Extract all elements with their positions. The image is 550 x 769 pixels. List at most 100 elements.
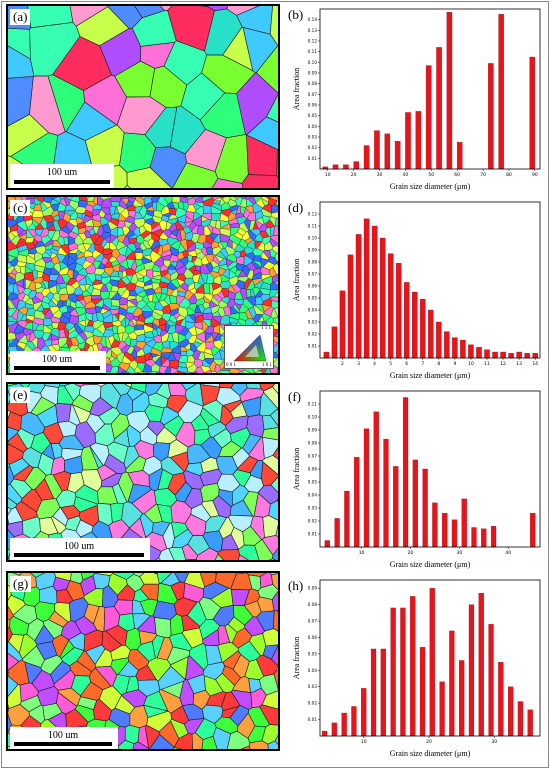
grain [276,204,278,208]
grain [126,371,130,373]
bar [343,164,349,170]
y-tick-label: 0.09 [308,248,318,253]
bar [444,331,450,359]
bar [516,351,522,359]
x-tick-label: 90 [532,172,538,178]
y-tick-label: 0.02 [308,519,318,524]
grain [197,225,205,236]
y-tick-label: 0.05 [308,296,318,301]
grain [142,371,147,373]
bar [410,596,416,737]
grains [8,6,278,188]
bar [481,528,487,548]
grain [154,617,172,638]
x-axis-label: Grain size diameter (μm) [390,371,471,380]
y-tick-label: 0.08 [308,602,318,607]
bar [387,253,394,359]
bar [332,164,339,170]
bar [419,647,426,737]
bar [478,592,484,737]
bar [405,112,411,170]
grain [273,307,278,318]
grain [240,745,251,749]
grain [63,236,69,245]
grain [202,204,212,214]
bar [353,161,359,170]
bar [384,133,391,170]
bar [432,502,438,548]
bar [517,701,524,737]
bar [461,498,467,548]
y-tick-label: 0.11 [308,49,318,54]
grain [172,162,219,188]
bar [371,225,378,359]
y-tick-label: 0.07 [308,272,318,277]
bar [420,299,426,359]
y-tick-label: 0.11 [308,402,318,407]
bar [355,234,362,359]
grain [136,641,156,662]
grain [268,500,278,521]
y-tick-label: 0.03 [308,684,318,689]
y-tick-label: 0.06 [308,284,318,289]
bar [363,218,370,359]
grain [169,295,178,304]
scale-bar-c: 100 um [10,351,106,373]
y-tick-label: 0.06 [308,103,318,108]
grain [119,297,129,306]
panel-label-g: (g) [10,576,32,592]
grains [8,573,278,749]
x-tick-label: 12 [500,361,506,367]
scale-bar-e: 100 um [10,538,150,560]
x-tick-label: 50 [428,172,434,178]
scale-text-g: 100 um [47,730,79,741]
bar [344,490,350,548]
x-tick-label: 5 [389,361,392,367]
bar [425,65,432,170]
bar [379,237,386,359]
plot-frame [319,201,541,359]
grain [235,279,246,290]
grain [230,384,248,397]
y-tick-label: 0.13 [308,28,318,33]
ebsd-map-c: (c) 100 um 1 1 1 0 0 1 1 0 1 [6,195,280,375]
grain [173,747,182,749]
histogram-h-svg: (h) Area fraction Grain size diameter (μm)… [288,578,541,758]
bar [436,321,442,359]
grain [219,370,231,373]
grain [126,167,173,188]
y-tick-label: 0.02 [308,145,318,150]
grain [75,249,82,257]
y-tick-label: 0.07 [308,619,318,624]
grain [262,455,278,476]
panel-label: (f) [288,389,301,404]
grain [273,316,278,325]
y-tick-label: 0.10 [308,60,318,65]
bar [380,648,386,737]
bar [442,513,448,548]
grain [196,547,219,560]
y-axis-label: Area fraction [292,448,301,490]
histogram-f: (f) Area fraction Grain size diameter (μm)… [286,385,544,571]
ipf-label-001: 0 0 1 [226,363,236,368]
bar [488,63,494,170]
x-tick-label: 13 [516,361,522,367]
grain [177,370,186,373]
bar [341,712,347,737]
y-tick-label: 0.12 [308,39,318,44]
y-tick-label: 0.03 [308,135,318,140]
x-tick-label: 30 [377,172,383,178]
grain [150,371,158,373]
y-tick-label: 0.02 [308,332,318,337]
scale-text-e: 100 um [63,541,95,552]
y-tick-label: 0.05 [308,113,318,118]
grain [211,178,244,188]
grain [214,553,224,560]
grain [270,296,278,302]
bar [321,730,328,737]
grain [26,308,36,317]
grain [195,366,205,373]
grain [161,286,168,295]
grain-map-e [8,384,278,560]
grain [115,371,119,373]
